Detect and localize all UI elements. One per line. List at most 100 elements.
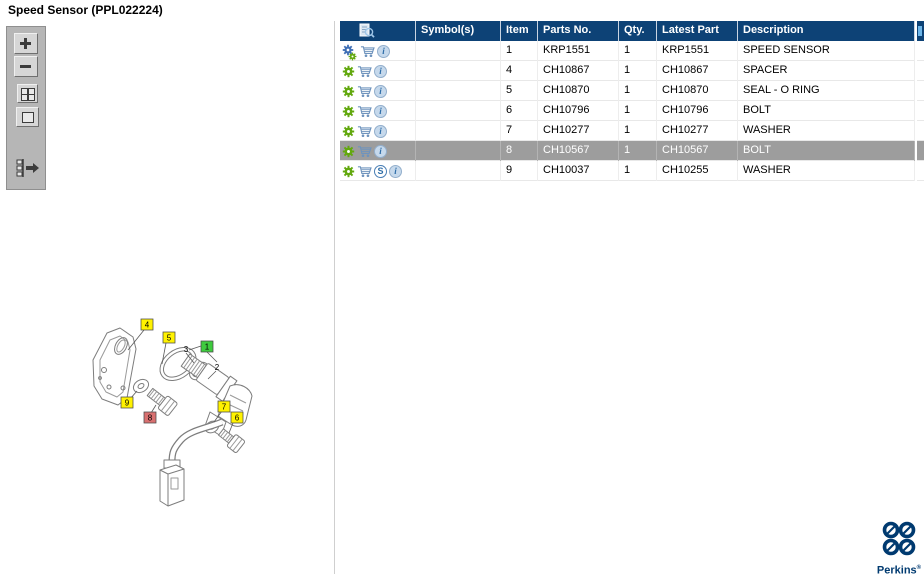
column-header-qty[interactable]: Qty.: [619, 21, 657, 41]
table-row-item-6[interactable]: i 6 CH10796 1 CH10796 BOLT: [340, 101, 915, 121]
cell-description: BOLT: [738, 141, 915, 161]
cell-qty: 1: [619, 41, 657, 61]
cell-description: SEAL - O RING: [738, 81, 915, 101]
gear-icon[interactable]: [342, 85, 355, 98]
cell-parts-no: CH10037: [538, 161, 619, 181]
square-icon: [22, 112, 34, 123]
cell-parts-no: CH10796: [538, 101, 619, 121]
cart-icon[interactable]: [357, 165, 372, 178]
cell-item: 7: [501, 121, 538, 141]
column-header-item[interactable]: Item: [501, 21, 538, 41]
callout-2[interactable]: 2: [215, 363, 220, 372]
cell-latest-part-no: CH10867: [657, 61, 738, 81]
cell-symbol: [416, 101, 501, 121]
callout-9[interactable]: 9: [120, 396, 134, 409]
gear-icon[interactable]: [342, 125, 355, 138]
table-row-item-4[interactable]: i 4 CH10867 1 CH10867 SPACER: [340, 61, 915, 81]
part-plate[interactable]: [93, 328, 136, 405]
part-bolt-6[interactable]: [216, 426, 245, 453]
partial-column-row: [917, 141, 924, 161]
column-header-description[interactable]: Description: [738, 21, 915, 41]
cell-item: 4: [501, 61, 538, 81]
part-washer-9[interactable]: [131, 377, 151, 395]
cart-icon[interactable]: [360, 45, 375, 58]
zoom-in-button[interactable]: [14, 33, 38, 54]
cell-latest-part-no: CH10870: [657, 81, 738, 101]
cell-symbol: [416, 41, 501, 61]
callout-1[interactable]: 1: [200, 340, 214, 353]
info-icon[interactable]: i: [374, 124, 387, 138]
cell-symbol: [416, 141, 501, 161]
cart-icon[interactable]: [357, 85, 372, 98]
info-icon[interactable]: i: [374, 64, 387, 78]
cell-item: 8: [501, 141, 538, 161]
row-actions: i: [340, 101, 416, 121]
info-icon[interactable]: i: [389, 164, 402, 178]
svg-text:7: 7: [222, 403, 227, 412]
s-badge-icon[interactable]: S: [374, 164, 387, 178]
table-row-item-1[interactable]: i 1 KRP1551 1 KRP1551 SPEED SENSOR: [340, 41, 915, 61]
cell-symbol: [416, 121, 501, 141]
cell-parts-no: CH10567: [538, 141, 619, 161]
exploded-view-diagram: 4 5 3 1 2 9 8 7 6: [80, 318, 270, 545]
column-header-actions[interactable]: [340, 21, 416, 41]
cart-icon[interactable]: [357, 125, 372, 138]
zoom-out-button[interactable]: [14, 56, 38, 77]
cell-latest-part-no: CH10567: [657, 141, 738, 161]
minus-icon: [20, 65, 31, 68]
info-icon[interactable]: i: [377, 44, 390, 58]
cell-parts-no: KRP1551: [538, 41, 619, 61]
svg-text:5: 5: [167, 334, 172, 343]
gear-multi-icon[interactable]: [342, 44, 358, 60]
cell-description: BOLT: [738, 101, 915, 121]
cell-parts-no: CH10867: [538, 61, 619, 81]
callout-4[interactable]: 4: [140, 318, 154, 331]
callout-8[interactable]: 8: [143, 411, 157, 424]
cart-icon[interactable]: [357, 105, 372, 118]
info-icon[interactable]: i: [374, 104, 387, 118]
partial-column-header: [917, 21, 924, 41]
info-icon[interactable]: i: [374, 84, 387, 98]
part-bolt-8[interactable]: [145, 386, 178, 416]
clipped-icon: [918, 26, 922, 36]
row-actions: i: [340, 61, 416, 81]
partial-column-row: [917, 41, 924, 61]
partial-column-row: [917, 161, 924, 181]
row-actions: i: [340, 141, 416, 161]
gear-icon[interactable]: [342, 145, 355, 158]
callout-5[interactable]: 5: [162, 331, 176, 344]
column-header-symbol[interactable]: Symbol(s): [416, 21, 501, 41]
page-title: Speed Sensor (PPL022224): [8, 3, 163, 17]
info-icon[interactable]: i: [374, 144, 387, 158]
table-row-item-5[interactable]: i 5 CH10870 1 CH10870 SEAL - O RING: [340, 81, 915, 101]
tile-view-button[interactable]: [17, 84, 38, 103]
gear-icon[interactable]: [342, 165, 355, 178]
svg-text:9: 9: [125, 399, 130, 408]
callout-7[interactable]: 7: [217, 400, 231, 413]
table-row-item-7[interactable]: i 7 CH10277 1 CH10277 WASHER: [340, 121, 915, 141]
gear-icon[interactable]: [342, 65, 355, 78]
parts-table: Symbol(s) Item Parts No. Qty. Latest Part No…: [340, 21, 915, 181]
cell-qty: 1: [619, 101, 657, 121]
part-cable[interactable]: [160, 422, 222, 506]
partial-column: [917, 21, 924, 181]
table-row-item-8[interactable]: i 8 CH10567 1 CH10567 BOLT: [340, 141, 915, 161]
part-o-ring[interactable]: [154, 341, 203, 388]
svg-text:3: 3: [184, 345, 189, 354]
cell-item: 5: [501, 81, 538, 101]
column-header-latest_part_no[interactable]: Latest Part No.: [657, 21, 738, 55]
fit-view-button[interactable]: [16, 107, 39, 127]
column-header-parts_no[interactable]: Parts No.: [538, 21, 619, 41]
cell-latest-part-no: CH10255: [657, 161, 738, 181]
expand-list-button[interactable]: [16, 158, 40, 183]
callout-6[interactable]: 6: [230, 411, 244, 424]
cell-description: WASHER: [738, 161, 915, 181]
callout-3[interactable]: 3: [184, 345, 189, 354]
cart-icon[interactable]: [357, 65, 372, 78]
cell-qty: 1: [619, 61, 657, 81]
gear-icon[interactable]: [342, 105, 355, 118]
cart-icon[interactable]: [357, 145, 372, 158]
cell-latest-part-no: CH10796: [657, 101, 738, 121]
